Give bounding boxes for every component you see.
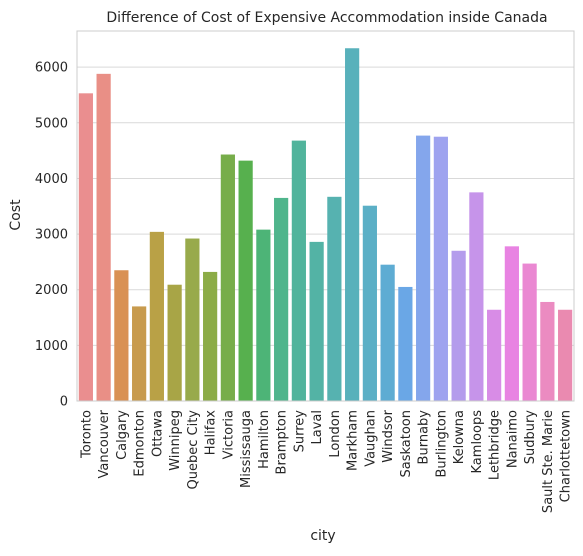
chart-title: Difference of Cost of Expensive Accommod… <box>106 10 547 26</box>
bar-charlottetown <box>558 309 573 401</box>
bar-vancouver <box>96 73 111 401</box>
bar-halifax <box>203 271 218 401</box>
bars <box>78 48 573 402</box>
bar-edmonton <box>132 306 147 401</box>
x-tick-label: Burnaby <box>417 410 432 465</box>
x-tick-label: Halifax <box>204 410 219 456</box>
y-axis-ticks: 0 1000 2000 3000 4000 5000 6000 <box>35 61 68 410</box>
bar-nanaimo <box>504 246 519 401</box>
x-tick-label: Vancouver <box>97 409 112 478</box>
x-tick-label: Victoria <box>221 410 236 459</box>
x-tick-label: Quebec City <box>186 410 201 490</box>
y-tick-label: 1000 <box>35 339 68 354</box>
x-tick-label: Winnipeg <box>168 410 183 471</box>
bar-calgary <box>114 270 129 401</box>
x-tick-label: Windsor <box>381 409 396 462</box>
bar-windsor <box>380 264 395 401</box>
x-tick-label: Charlottetown <box>559 410 574 502</box>
y-tick-label: 6000 <box>35 61 68 76</box>
bar-laval <box>309 241 324 401</box>
x-tick-label: Markham <box>346 410 361 471</box>
bar-toronto <box>78 93 93 401</box>
bar-surrey <box>291 140 306 402</box>
x-tick-label: Sudbury <box>523 410 538 465</box>
x-tick-label: Burlington <box>434 410 449 478</box>
bar-kamloops <box>469 192 484 401</box>
x-tick-label: Ottawa <box>150 410 165 457</box>
bar-burlington <box>433 136 448 401</box>
x-axis-ticks: Toronto Vancouver Calgary Edmonton Ottawa Win… <box>79 409 573 513</box>
x-tick-label: Lethbridge <box>488 410 503 480</box>
x-tick-label: Nanaimo <box>505 410 520 468</box>
y-tick-label: 4000 <box>35 172 68 187</box>
bar-winnipeg <box>167 284 182 401</box>
plot-frame <box>76 30 575 402</box>
y-tick-label: 0 <box>60 395 68 410</box>
bar-brampton <box>274 197 289 401</box>
x-tick-label: Hamilton <box>257 410 272 469</box>
x-tick-label: Mississauga <box>239 410 254 488</box>
y-tick-label: 5000 <box>35 116 68 131</box>
bar-sault-ste-marie <box>540 301 555 401</box>
y-tick-label: 3000 <box>35 228 68 243</box>
bar-markham <box>345 48 360 402</box>
x-tick-label: Sault Ste. Marie <box>541 410 556 513</box>
x-tick-label: Toronto <box>79 410 94 459</box>
bar-mississauga <box>238 160 253 401</box>
x-tick-label: Vaughan <box>363 410 378 467</box>
bar-quebec-city <box>185 238 200 401</box>
y-axis-label: Cost <box>8 199 24 231</box>
bar-kelowna <box>451 250 466 401</box>
x-axis-label: city <box>310 528 335 544</box>
x-tick-label: Saskatoon <box>399 410 414 478</box>
x-tick-label: Laval <box>310 410 325 444</box>
x-tick-label: Kelowna <box>452 410 467 464</box>
x-tick-label: Kamloops <box>470 410 485 474</box>
bar-burnaby <box>416 135 431 401</box>
bar-ottawa <box>149 231 164 401</box>
bar-hamilton <box>256 229 271 401</box>
x-tick-label: London <box>328 410 343 458</box>
bar-sudbury <box>522 263 537 401</box>
x-tick-label: Calgary <box>115 410 130 460</box>
bar-victoria <box>220 154 235 401</box>
bar-london <box>327 196 342 401</box>
y-tick-label: 2000 <box>35 283 68 298</box>
bar-vaughan <box>362 205 377 401</box>
x-tick-label: Surrey <box>292 410 307 453</box>
bar-lethbridge <box>487 309 502 401</box>
bar-saskatoon <box>398 286 413 401</box>
x-tick-label: Edmonton <box>133 410 148 477</box>
x-tick-label: Brampton <box>275 410 290 474</box>
